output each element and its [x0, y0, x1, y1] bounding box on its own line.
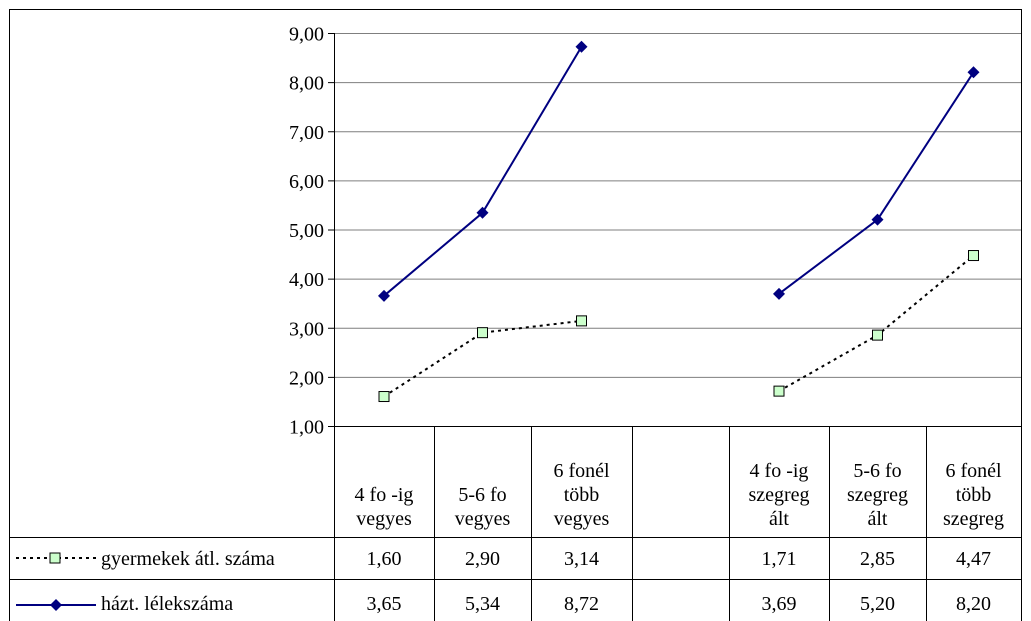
x-category-label: vegyes	[554, 508, 610, 530]
y-tick-label: 5,00	[289, 220, 324, 242]
legend-label: házt. lélekszáma	[101, 593, 233, 615]
legend-square-marker	[50, 553, 60, 563]
data-table-value: 5,20	[860, 593, 895, 615]
x-category-label: vegyes	[356, 508, 412, 530]
x-category-label: több	[956, 484, 992, 506]
x-category-label: 6 fonél	[553, 460, 610, 482]
y-tick-label: 2,00	[289, 367, 324, 389]
square-marker	[774, 386, 784, 396]
x-category-label: szegreg	[748, 484, 809, 506]
x-category-label: szegreg	[943, 508, 1004, 530]
data-table-value: 3,69	[762, 593, 797, 615]
data-table-value: 8,20	[956, 593, 991, 615]
data-table-value: 8,72	[564, 593, 599, 615]
data-table-value: 3,14	[564, 548, 599, 570]
x-category-label: 6 fonél	[945, 460, 1002, 482]
square-marker	[969, 251, 979, 261]
data-table-value: 2,85	[860, 548, 895, 570]
y-tick-label: 3,00	[289, 318, 324, 340]
x-category-label: vegyes	[455, 508, 511, 530]
x-category-label: ált	[868, 508, 888, 530]
x-category-label: ált	[769, 508, 789, 530]
square-marker	[873, 330, 883, 340]
x-category-label: 4 fo -ig	[355, 484, 414, 506]
x-category-label: 5-6 fo	[458, 484, 506, 506]
x-category-label: több	[564, 484, 600, 506]
x-category-label: 5-6 fo	[853, 460, 901, 482]
data-table-value: 5,34	[465, 593, 500, 615]
x-category-label: szegreg	[847, 484, 908, 506]
y-tick-label: 9,00	[289, 24, 324, 46]
square-marker	[577, 316, 587, 326]
y-tick-label: 1,00	[289, 417, 324, 439]
data-table-value: 1,60	[367, 548, 402, 570]
y-tick-label: 8,00	[289, 73, 324, 95]
y-tick-label: 6,00	[289, 171, 324, 193]
y-tick-label: 4,00	[289, 269, 324, 291]
x-category-label: 4 fo -ig	[750, 460, 809, 482]
y-tick-label: 7,00	[289, 122, 324, 144]
data-table-value: 2,90	[465, 548, 500, 570]
data-table-value: 1,71	[762, 548, 797, 570]
data-table-value: 3,65	[367, 593, 402, 615]
square-marker	[379, 392, 389, 402]
square-marker	[478, 328, 488, 338]
data-table-value: 4,47	[956, 548, 991, 570]
legend-label: gyermekek átl. száma	[101, 548, 275, 570]
